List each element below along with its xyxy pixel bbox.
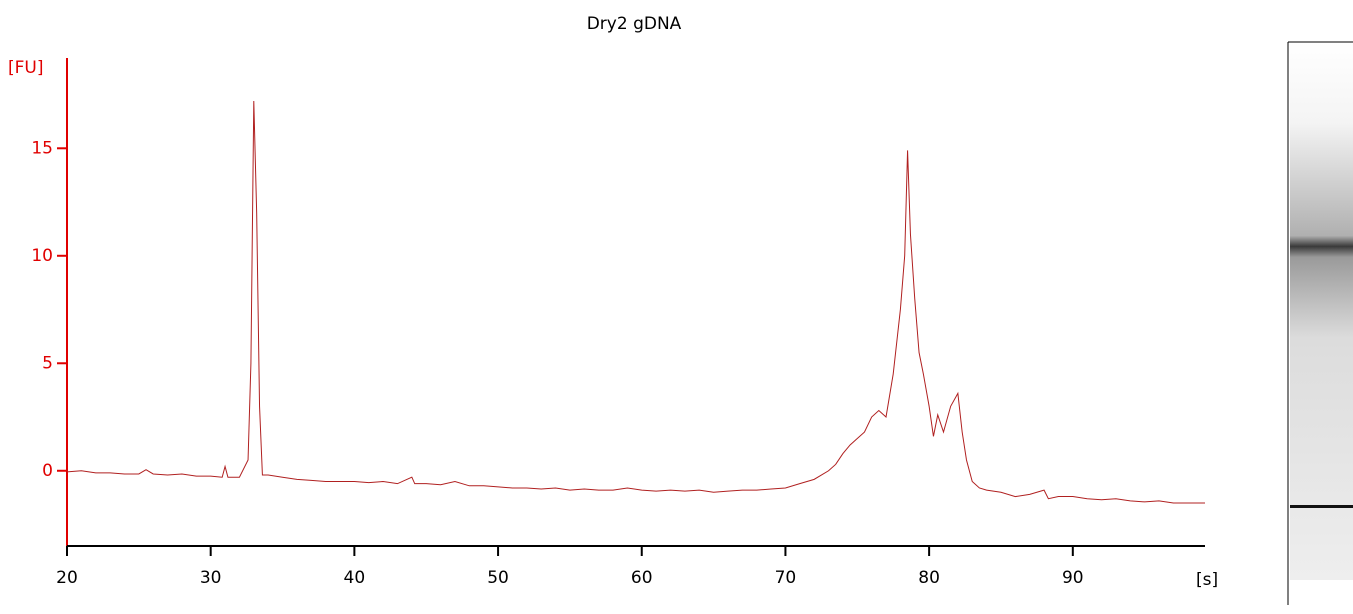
x-axis-label: [s] — [1196, 570, 1218, 590]
x-tick-label: 20 — [56, 568, 78, 588]
x-tick-label: 40 — [344, 568, 366, 588]
y-tick-label: 15 — [31, 138, 53, 158]
x-tick-label: 70 — [775, 568, 797, 588]
y-tick-label: 10 — [31, 246, 53, 266]
y-tick-label: 0 — [42, 461, 53, 481]
gel-lane — [1287, 41, 1353, 605]
x-tick-label: 30 — [200, 568, 222, 588]
x-tick-label: 50 — [487, 568, 509, 588]
x-tick-label: 80 — [918, 568, 940, 588]
trace — [66, 100, 1205, 504]
chart-title: Dry2 gDNA — [587, 14, 682, 34]
y-axis-label: [FU] — [8, 58, 44, 78]
x-tick-label: 90 — [1062, 568, 1084, 588]
y-tick-label: 5 — [42, 353, 53, 373]
x-tick-label: 60 — [631, 568, 653, 588]
